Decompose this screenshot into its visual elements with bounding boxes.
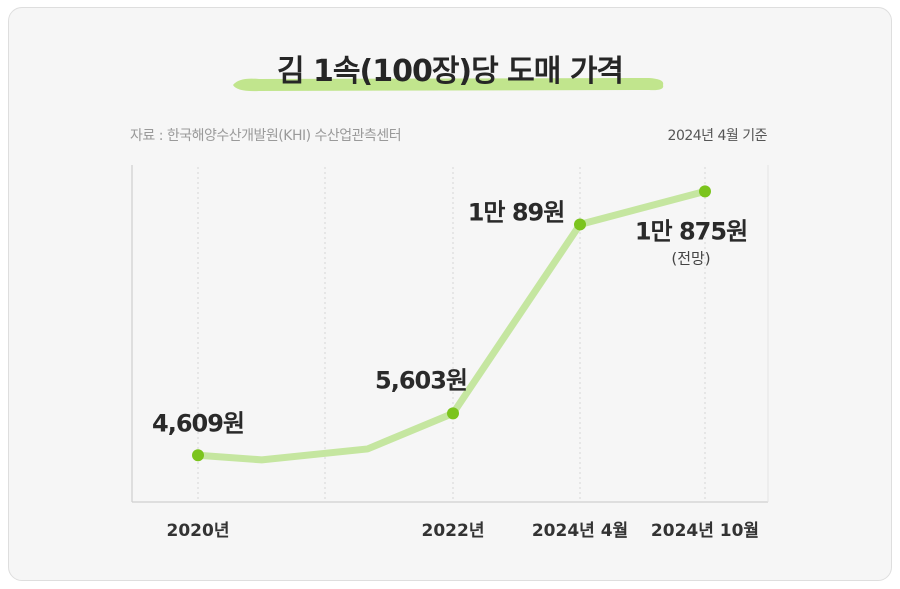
- chart-card: [8, 7, 892, 581]
- data-label: 1만 89원: [468, 198, 565, 226]
- data-label: 4,609원: [152, 409, 244, 437]
- x-tick-label: 2022년: [422, 521, 485, 541]
- data-point-marker: [447, 407, 459, 420]
- source-note: 자료 : 한국해양수산개발원(KHI) 수산업관측센터: [130, 128, 402, 144]
- data-point-marker: [699, 185, 711, 198]
- data-point-marker: [574, 218, 586, 231]
- x-tick-label: 2024년 10월: [651, 521, 759, 541]
- x-tick-label: 2024년 4월: [532, 521, 628, 541]
- data-label: 5,603원: [375, 366, 467, 394]
- series-line: [194, 187, 709, 464]
- basis-note: 2024년 4월 기준: [667, 128, 768, 144]
- data-label: 1만 875원: [635, 217, 747, 245]
- grid: [197, 167, 706, 502]
- markers: [192, 185, 711, 462]
- axes: [131, 165, 769, 503]
- x-ticks: 2020년 2022년 2024년 4월 2024년 10월: [167, 521, 760, 541]
- data-labels: 4,609원 5,603원 1만 89원 1만 875원 (전망): [152, 198, 748, 437]
- data-sublabel: (전망): [671, 249, 710, 267]
- title-highlight: [233, 78, 664, 92]
- x-tick-label: 2020년: [167, 521, 230, 541]
- chart-title: 김 1속(100장)당 도매 가격: [276, 54, 624, 89]
- data-point-marker: [192, 449, 204, 462]
- series-line-group: [194, 187, 709, 464]
